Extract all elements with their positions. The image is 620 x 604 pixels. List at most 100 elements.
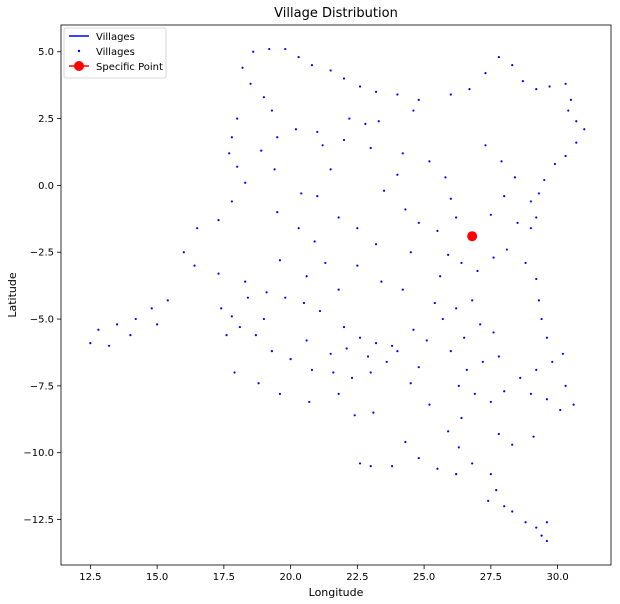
- village-point: [412, 109, 414, 111]
- village-point: [316, 131, 318, 133]
- village-point: [484, 144, 486, 146]
- village-point: [498, 433, 500, 435]
- village-point: [239, 326, 241, 328]
- village-point: [306, 339, 308, 341]
- legend-label-specific-point: Specific Point: [96, 62, 163, 73]
- legend-label-villages-line: Villages: [96, 32, 135, 43]
- village-point: [348, 117, 350, 119]
- village-point: [503, 195, 505, 197]
- village-point: [463, 337, 465, 339]
- village-point: [418, 99, 420, 101]
- x-tick-label: 17.5: [213, 572, 235, 583]
- village-point: [135, 318, 137, 320]
- village-point: [298, 227, 300, 229]
- legend-label-villages-dots: Villages: [96, 47, 135, 58]
- village-point: [391, 465, 393, 467]
- village-point: [375, 342, 377, 344]
- village-point: [233, 371, 235, 373]
- village-point: [370, 147, 372, 149]
- village-point: [530, 200, 532, 202]
- village-point: [466, 369, 468, 371]
- x-tick-label: 27.5: [480, 572, 502, 583]
- village-point: [279, 259, 281, 261]
- village-point: [247, 297, 249, 299]
- village-point: [546, 337, 548, 339]
- village-point: [217, 219, 219, 221]
- village-point: [231, 315, 233, 317]
- village-point: [484, 72, 486, 74]
- village-point: [404, 208, 406, 210]
- village-point: [471, 299, 473, 301]
- village-point: [370, 371, 372, 373]
- village-point: [447, 254, 449, 256]
- village-point: [311, 64, 313, 66]
- village-point: [546, 521, 548, 523]
- village-point: [511, 64, 513, 66]
- village-point: [263, 318, 265, 320]
- village-point: [543, 179, 545, 181]
- village-point: [418, 457, 420, 459]
- village-point: [516, 222, 518, 224]
- village-point: [249, 83, 251, 85]
- village-point: [519, 377, 521, 379]
- village-point: [196, 227, 198, 229]
- village-point: [271, 109, 273, 111]
- village-point: [450, 350, 452, 352]
- village-point: [490, 401, 492, 403]
- village-point: [468, 88, 470, 90]
- village-point: [474, 393, 476, 395]
- village-point: [319, 310, 321, 312]
- village-point: [375, 91, 377, 93]
- village-point: [306, 275, 308, 277]
- village-point: [311, 369, 313, 371]
- village-point: [428, 160, 430, 162]
- legend-dot-marker: [78, 50, 80, 52]
- village-point: [295, 128, 297, 130]
- village-point: [567, 109, 569, 111]
- village-point: [356, 227, 358, 229]
- village-point: [447, 430, 449, 432]
- village-point: [538, 299, 540, 301]
- village-point: [108, 345, 110, 347]
- village-point: [503, 505, 505, 507]
- village-point: [343, 326, 345, 328]
- village-point: [343, 139, 345, 141]
- legend-specific-marker: [74, 61, 84, 71]
- village-point: [308, 401, 310, 403]
- village-point: [522, 80, 524, 82]
- village-point: [500, 160, 502, 162]
- village-point: [351, 377, 353, 379]
- specific-point-marker: [467, 231, 477, 241]
- village-point: [402, 289, 404, 291]
- village-point: [322, 144, 324, 146]
- village-point: [314, 240, 316, 242]
- village-point: [418, 222, 420, 224]
- village-point: [535, 526, 537, 528]
- village-point: [479, 323, 481, 325]
- village-point: [450, 198, 452, 200]
- x-axis-label: Longitude: [309, 586, 364, 599]
- village-point: [346, 347, 348, 349]
- village-point: [575, 142, 577, 144]
- village-point: [359, 85, 361, 87]
- village-point: [444, 176, 446, 178]
- village-point: [471, 462, 473, 464]
- village-point: [378, 120, 380, 122]
- village-point: [330, 69, 332, 71]
- village-point: [244, 281, 246, 283]
- village-point: [252, 51, 254, 53]
- village-point: [410, 382, 412, 384]
- village-point: [530, 227, 532, 229]
- village-point: [535, 88, 537, 90]
- village-point: [338, 393, 340, 395]
- village-point: [231, 136, 233, 138]
- village-point: [402, 152, 404, 154]
- village-point: [455, 473, 457, 475]
- village-point: [183, 251, 185, 253]
- village-point: [276, 211, 278, 213]
- village-point: [554, 163, 556, 165]
- village-point: [265, 291, 267, 293]
- x-tick-label: 20.0: [279, 572, 301, 583]
- village-point: [151, 307, 153, 309]
